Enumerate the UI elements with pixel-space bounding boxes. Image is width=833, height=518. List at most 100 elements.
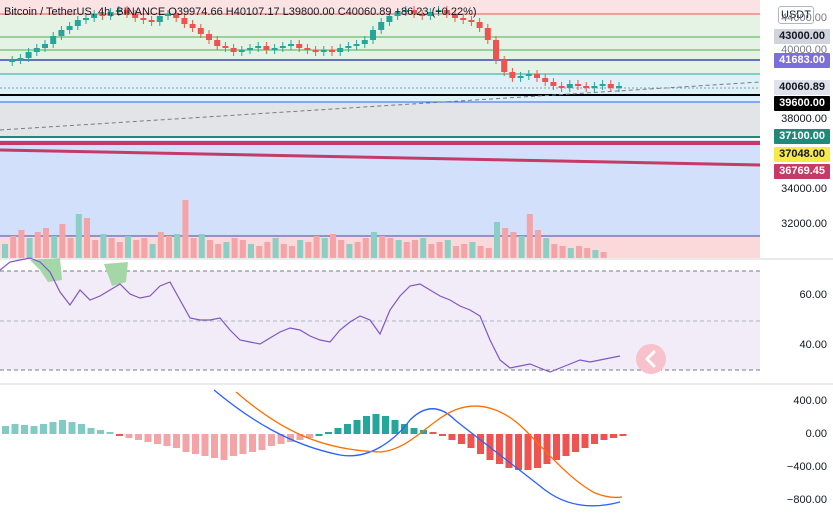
macd-hist-bar — [239, 434, 247, 454]
candle-body — [58, 30, 65, 36]
volume-bars — [2, 200, 607, 258]
macd-hist-bar — [420, 430, 427, 434]
volume-bar — [67, 238, 74, 258]
price-axis-partial-tick: 44000.00 — [781, 12, 827, 24]
volume-bar — [59, 224, 66, 258]
signal-line — [235, 391, 623, 499]
candle-body — [550, 82, 557, 86]
macd-hist-bar — [78, 424, 85, 434]
macd-hist-bar — [30, 426, 38, 434]
macd-hist-bar — [40, 424, 47, 434]
candle-body — [42, 44, 48, 48]
rsi-overbought-fill — [30, 258, 62, 282]
volume-bar — [108, 238, 115, 258]
candle-body — [329, 50, 335, 52]
trendline-falling — [0, 148, 761, 167]
volume-bar — [477, 246, 484, 258]
volume-bar — [174, 234, 181, 258]
price-axis-tick-32000: 32000.00 — [781, 218, 827, 230]
symbol-title[interactable]: Bitcoin / TetherUS, 4h, BINANCE O39974.6… — [4, 6, 477, 18]
candle-body — [173, 14, 180, 18]
volume-bar — [264, 242, 271, 258]
volume-bar — [34, 232, 41, 258]
macd-hist-bar — [572, 434, 579, 452]
candle-body — [558, 86, 565, 88]
macd-hist-bar — [429, 432, 437, 434]
macd-hist-bar — [325, 432, 332, 434]
volume-bar — [338, 240, 345, 258]
volume-bar — [330, 234, 336, 258]
macd-hist-bar — [163, 434, 171, 446]
macd-hist-bar — [363, 416, 370, 434]
macd-hist-bar — [467, 434, 475, 448]
macd-hist-bar — [448, 434, 456, 440]
candle-body — [296, 44, 303, 48]
volume-bar — [26, 238, 33, 258]
volume-bar — [395, 240, 402, 258]
volume-bar — [125, 236, 131, 258]
macd-hist-bar — [182, 434, 190, 452]
candle-body — [124, 10, 130, 14]
macd-hist-bar — [353, 420, 361, 434]
candle-body — [83, 18, 89, 20]
volume-bar — [166, 236, 172, 258]
volume-bar — [403, 242, 410, 258]
volume-bar — [133, 240, 140, 258]
candle-body — [337, 48, 344, 52]
macd-hist-bar — [372, 414, 380, 434]
volume-bar — [444, 240, 451, 258]
volume-bar — [223, 242, 230, 258]
candlesticks — [9, 6, 622, 92]
macd-hist-bar — [135, 434, 142, 440]
macd-hist-bar — [581, 434, 589, 448]
macd-hist-bar — [258, 434, 266, 450]
price-change: +86.23 (+0.22%) — [394, 6, 477, 18]
macd-hist-bar — [458, 434, 465, 444]
volume-bar — [297, 240, 304, 258]
volume-bar — [362, 238, 369, 258]
candle-body — [50, 36, 57, 44]
macd-hist-bar — [391, 420, 399, 434]
volume-bar — [116, 242, 123, 258]
macd-hist-bar — [619, 434, 627, 436]
scroll-to-realtime-button[interactable] — [636, 344, 666, 374]
candle-body — [181, 18, 188, 24]
macd-hist-bar — [106, 432, 114, 434]
macd-hist-bar — [439, 434, 446, 436]
candle-body — [132, 14, 139, 18]
macd-hist-bar — [192, 434, 199, 454]
volume-bar — [371, 232, 377, 258]
macd-hist-bar — [154, 434, 161, 444]
volume-bar — [592, 250, 599, 258]
volume-bar — [535, 230, 541, 258]
chevron-left-icon — [645, 350, 656, 368]
candle-body — [165, 14, 171, 16]
symbol-name[interactable]: Bitcoin / TetherUS, 4h, BINANCE — [4, 6, 166, 18]
macd-hist-bar — [524, 434, 532, 470]
candle-body — [9, 60, 16, 62]
candle-body — [402, 10, 409, 12]
volume-bar — [379, 236, 386, 258]
macd-hist-bar — [534, 434, 541, 468]
volume-bar — [412, 240, 418, 258]
currency-button[interactable]: USDT — [778, 6, 814, 24]
volume-bar — [600, 252, 607, 258]
volume-bar — [551, 244, 558, 258]
macd-hist-bar — [543, 434, 551, 464]
macd-hist-bar — [116, 434, 123, 436]
macd-hist-bar — [268, 434, 275, 446]
candle-body — [443, 10, 450, 14]
candle-body — [460, 18, 467, 20]
ohlc-values: O39974.66 H40107.17 L39800.00 C40060.89 — [168, 6, 392, 18]
price-axis-tick-34000: 34000.00 — [781, 183, 827, 195]
volume-bar — [280, 244, 287, 258]
macd-axis-tick-0: 0.00 — [805, 428, 827, 440]
volume-bar — [354, 242, 361, 258]
candle-body — [583, 86, 590, 88]
volume-bar — [239, 240, 246, 258]
volume-bar — [559, 246, 566, 258]
candle-body — [33, 48, 40, 52]
candle-body — [115, 10, 122, 12]
